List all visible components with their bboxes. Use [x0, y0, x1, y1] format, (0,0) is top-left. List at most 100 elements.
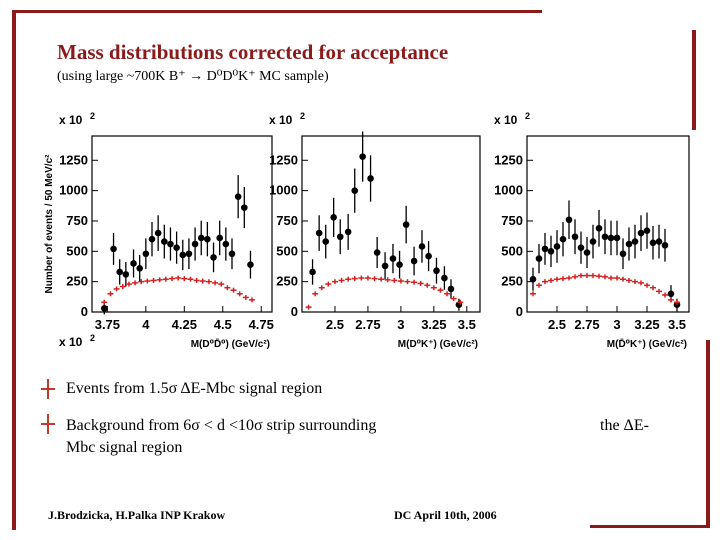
- signal-point: [142, 250, 150, 258]
- x-axis-label: M(D⁰D̄⁰) (GeV/c²): [191, 338, 270, 350]
- signal-point: [425, 252, 432, 260]
- signal-point: [433, 267, 440, 275]
- signal-point: [373, 249, 381, 256]
- signal-point: [535, 255, 543, 262]
- signal-point: [161, 238, 168, 245]
- x-tick-label: 3: [397, 317, 404, 332]
- signal-point: [381, 262, 389, 270]
- y-tick-label: 250: [501, 274, 523, 289]
- accent-bar-right-lower: [706, 340, 710, 525]
- y-tick-label: 500: [276, 243, 298, 258]
- y-tick-label: 500: [501, 243, 523, 258]
- signal-point: [330, 214, 337, 221]
- signal-point: [577, 244, 585, 251]
- y-tick-label: 1000: [494, 183, 523, 198]
- bullet-background-text-cont: Mbc signal region: [66, 439, 183, 456]
- y-tick-label: 250: [276, 274, 298, 289]
- scale-factor-exponent: 2: [300, 111, 305, 121]
- plot-panel-d0k: 0 250 500 750 1000 1250 2.5 2.75 3 3.25 3.5 x 10 2 M(…: [269, 111, 481, 350]
- signal-point: [101, 305, 108, 312]
- signal-point: [396, 261, 403, 268]
- signal-point: [619, 250, 627, 258]
- signal-point: [571, 233, 579, 241]
- signal-point: [247, 261, 254, 268]
- y-tick-label: 750: [66, 213, 88, 228]
- y-tick-label: 750: [501, 213, 523, 228]
- y-tick-label: 0: [291, 304, 298, 319]
- slide-subtitle: (using large ~700K B⁺ → D⁰D⁰K⁺ MC sample…: [57, 69, 329, 84]
- signal-point: [447, 285, 455, 293]
- x-tick-label: 3: [613, 317, 620, 332]
- signal-point: [173, 244, 180, 251]
- accent-bar-top: [12, 10, 542, 13]
- y-axis-label: Number of events / 50 MeV/c²: [44, 154, 55, 294]
- signal-point: [322, 238, 330, 245]
- signal-point: [336, 233, 344, 241]
- signal-point: [661, 241, 669, 249]
- y-tick-label: 1000: [269, 183, 298, 198]
- scale-factor-label: x 10: [494, 113, 518, 127]
- x-tick-label: 3.75: [95, 317, 120, 332]
- accent-bar-left: [12, 10, 16, 530]
- signal-point: [601, 233, 609, 241]
- signal-point: [315, 229, 323, 237]
- signal-point: [130, 260, 137, 267]
- x-tick-label: 3.25: [421, 317, 446, 332]
- plot-panel-d0bark: 0 250 500 750 1000 1250 2.5 2.75 3 3.25 3.5 x 10 2 M(…: [494, 111, 690, 350]
- signal-point: [583, 249, 591, 256]
- plot-frame: [301, 135, 481, 313]
- signal-point: [595, 224, 603, 232]
- x-tick-label: 3.5: [668, 317, 686, 332]
- x-tick-label: 3.25: [634, 317, 659, 332]
- signal-point: [541, 245, 549, 253]
- x-tick-label: 2.5: [326, 317, 344, 332]
- signal-point: [367, 175, 374, 182]
- scale-factor-label: x 10: [59, 113, 83, 127]
- x-tick-label: 4.5: [214, 317, 232, 332]
- signal-point: [191, 240, 199, 248]
- signal-point: [607, 234, 615, 242]
- x-tick-label: 4: [142, 317, 150, 332]
- accent-bar-right: [692, 30, 696, 130]
- signal-point: [351, 187, 359, 194]
- signal-point: [529, 275, 537, 283]
- mass-distribution-plots: 0 250 500 750 1000 1250 3.75 4 4.25 4.5 4.75 x 10 2 M…: [44, 111, 690, 350]
- plot-panel-ddbar: 0 250 500 750 1000 1250 3.75 4 4.25 4.5 4.75 x 10 2 M…: [44, 111, 274, 350]
- signal-point: [222, 240, 230, 248]
- slide-title: Mass distributions corrected for accepta…: [57, 40, 449, 64]
- signal-point: [649, 239, 657, 247]
- footer-authors: J.Brodzicka, H.Palka INP Krakow: [48, 508, 226, 522]
- signal-point: [553, 243, 561, 250]
- signal-point: [637, 229, 645, 237]
- accent-bar-bottom: [590, 525, 710, 528]
- signal-point: [197, 234, 205, 242]
- signal-point: [559, 235, 567, 243]
- signal-point: [613, 234, 621, 242]
- y-tick-label: 1250: [269, 152, 298, 167]
- bullet-background-text: Background from 6σ < d <10σ strip surrou…: [66, 417, 377, 434]
- signal-point: [234, 193, 242, 200]
- x-tick-label: 2.5: [548, 317, 566, 332]
- y-tick-label: 0: [516, 304, 523, 319]
- x-tick-label: 4.25: [172, 317, 197, 332]
- bullet-background-icon: [41, 414, 55, 434]
- x-tick-label: 2.75: [574, 317, 599, 332]
- footer-event: DC April 10th, 2006: [394, 508, 497, 522]
- signal-point: [167, 240, 174, 248]
- signal-point: [154, 229, 162, 237]
- x-tick-label: 4.75: [249, 317, 274, 332]
- signal-point: [547, 248, 555, 255]
- x-tick-label: 2.75: [355, 317, 380, 332]
- signal-point: [216, 234, 223, 242]
- signal-point: [136, 265, 143, 272]
- bullet-signal-icon: [41, 379, 55, 399]
- signal-point: [389, 255, 397, 262]
- scale-factor-exponent: 2: [525, 111, 530, 121]
- signal-point: [241, 204, 248, 211]
- signal-point: [204, 235, 211, 243]
- signal-point: [309, 268, 316, 276]
- signal-point: [441, 274, 448, 282]
- signal-point: [110, 245, 117, 253]
- y-tick-label: 750: [276, 213, 298, 228]
- y-tick-label: 500: [66, 243, 88, 258]
